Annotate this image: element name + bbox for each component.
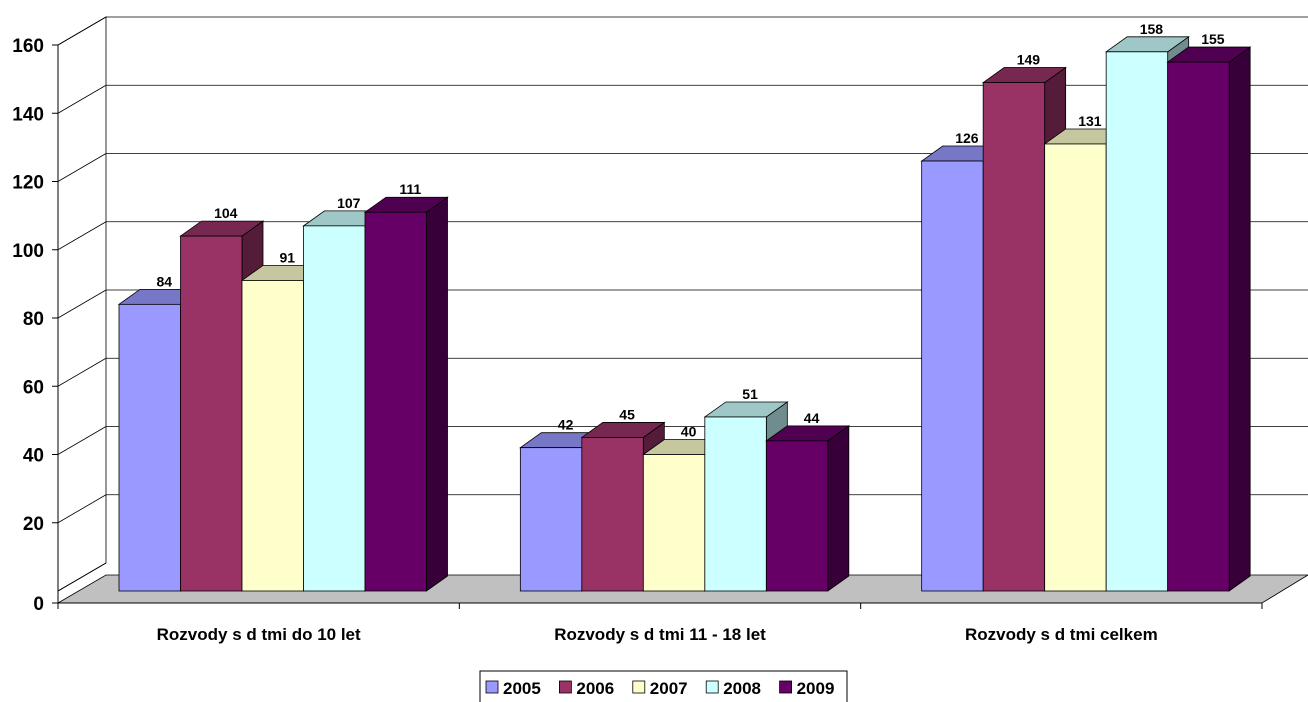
legend-label: 2005	[503, 679, 541, 698]
category-label: Rozvody s d tmi celkem	[965, 625, 1158, 644]
bar-front	[765, 440, 829, 592]
bar-front	[241, 280, 304, 592]
legend-label: 2009	[797, 679, 835, 698]
bar	[363, 196, 449, 592]
bar-front	[519, 447, 583, 592]
y-tick-label: 160	[12, 36, 44, 57]
gridline-diagonal	[57, 494, 107, 524]
y-tick-label: 0	[33, 594, 44, 615]
gridline-diagonal	[57, 357, 107, 387]
y-tick-label: 120	[12, 173, 44, 194]
y-tick-label: 140	[12, 104, 44, 125]
bar-front	[1105, 51, 1169, 592]
bar-front	[982, 82, 1046, 592]
data-label: 107	[337, 195, 361, 211]
data-label: 51	[742, 386, 758, 402]
gridline-diagonal	[57, 16, 107, 46]
gridline-diagonal	[57, 153, 107, 182]
bar-front	[704, 416, 767, 592]
data-label: 111	[399, 181, 421, 197]
legend-label: 2007	[650, 679, 688, 698]
data-label: 126	[955, 130, 979, 146]
data-label: 149	[1017, 52, 1041, 68]
bar-front	[1044, 143, 1107, 592]
y-tick-label: 100	[12, 241, 44, 262]
legend: 2005 2006 2007 2008 2009	[479, 670, 848, 702]
axes: 0 20 40 60 80 100 120 140 160 Rozvody s d tmi do …	[12, 36, 1263, 644]
data-labels: 84 104 91 107 111 42 45 40 51 44 126 149 131 158 155	[156, 21, 1224, 440]
data-label: 44	[804, 410, 820, 426]
legend-label: 2006	[576, 679, 614, 698]
legend-swatch	[632, 680, 646, 694]
data-label: 104	[214, 205, 238, 221]
y-tick-label: 80	[23, 309, 44, 330]
bar	[1166, 46, 1252, 592]
data-label: 40	[681, 424, 697, 440]
gridline-diagonal	[57, 84, 107, 114]
gridline-diagonal	[57, 289, 107, 319]
bar-front	[303, 225, 366, 592]
bar-side	[827, 425, 850, 592]
bar-front	[581, 437, 644, 592]
bar	[765, 425, 851, 592]
legend-swatch	[559, 680, 572, 694]
bar-front	[118, 303, 181, 592]
bar-side	[1228, 46, 1251, 592]
data-label: 42	[558, 417, 574, 433]
data-label: 155	[1201, 31, 1225, 47]
data-label: 45	[619, 406, 635, 422]
bar-front	[1167, 61, 1230, 592]
gridline-diagonal	[57, 221, 107, 251]
category-label: Rozvody s d tmi do 10 let	[157, 625, 361, 644]
data-label: 158	[1140, 21, 1164, 37]
y-tick-label: 40	[23, 446, 44, 467]
data-label: 91	[279, 249, 295, 265]
legend-swatch	[485, 680, 499, 694]
legend-label: 2008	[723, 679, 761, 698]
data-label: 84	[156, 273, 172, 289]
gridline-diagonal	[57, 562, 107, 592]
legend-swatch	[779, 680, 792, 694]
bars	[117, 36, 1252, 592]
y-tick-label: 20	[23, 514, 44, 535]
bar-side	[426, 196, 448, 592]
y-tick-label: 60	[23, 377, 44, 398]
bar-front	[180, 235, 243, 592]
bar-front	[921, 160, 984, 592]
bar-front	[364, 211, 427, 592]
gridline-diagonal	[57, 426, 107, 455]
legend-swatch	[705, 680, 719, 694]
category-label: Rozvody s d tmi 11 - 18 let	[554, 625, 766, 644]
data-label: 131	[1078, 113, 1102, 129]
bar-front	[642, 454, 706, 592]
